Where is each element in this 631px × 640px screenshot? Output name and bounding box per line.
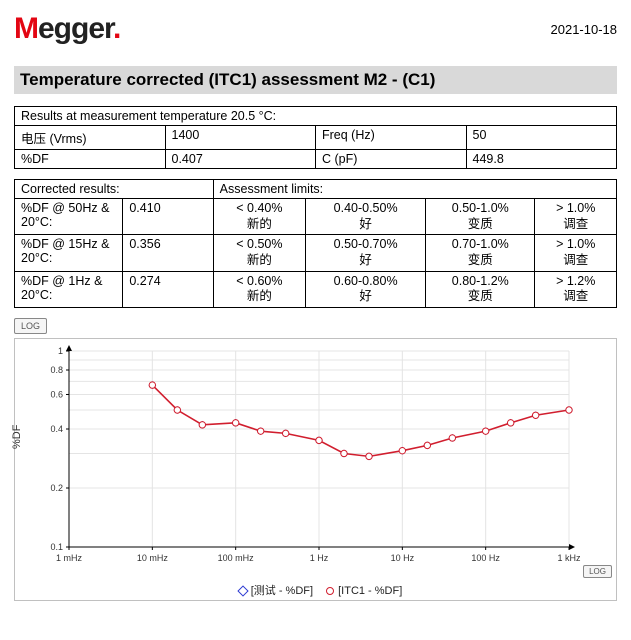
brand-logo: Megger. [14, 12, 120, 46]
cell: 0.80-1.2%变质 [426, 271, 535, 307]
cell: > 1.0%调查 [535, 199, 617, 235]
cell: < 0.40%新的 [213, 199, 305, 235]
cell: %DF @ 1Hz & 20°C: [15, 271, 123, 307]
svg-text:100 mHz: 100 mHz [218, 553, 255, 563]
section-title: Temperature corrected (ITC1) assessment … [14, 66, 617, 94]
svg-text:100 Hz: 100 Hz [471, 553, 500, 563]
cell: > 1.0%调查 [535, 235, 617, 271]
table-row: %DF @ 1Hz & 20°C:0.274< 0.60%新的0.60-0.80… [15, 271, 617, 307]
results-table: Results at measurement temperature 20.5 … [14, 106, 617, 169]
cell: < 0.60%新的 [213, 271, 305, 307]
legend-marker-circle-icon [326, 587, 334, 595]
svg-text:10 Hz: 10 Hz [391, 553, 415, 563]
chart-legend: [测试 - %DF] [ITC1 - %DF] [21, 578, 610, 598]
svg-text:0.6: 0.6 [50, 389, 63, 399]
cell: %DF [15, 150, 166, 169]
chart-block: LOG %DF 0.1 0.2 0.4 0.6 0.8 1 1 mHz 10 mHz 100 m… [14, 318, 617, 601]
svg-text:1 mHz: 1 mHz [56, 553, 83, 563]
cell: 0.410 [123, 199, 213, 235]
logo-rest: egger [38, 12, 113, 45]
table-row: %DF @ 15Hz & 20°C:0.356< 0.50%新的0.50-0.7… [15, 235, 617, 271]
log-toggle-y[interactable]: LOG [14, 318, 47, 334]
cell: 0.60-0.80%好 [306, 271, 426, 307]
y-axis-label: %DF [11, 425, 23, 449]
svg-text:0.1: 0.1 [50, 542, 63, 552]
cell: > 1.2%调查 [535, 271, 617, 307]
svg-text:0.8: 0.8 [50, 365, 63, 375]
cell: < 0.50%新的 [213, 235, 305, 271]
report-date: 2021-10-18 [551, 12, 618, 37]
cell: 449.8 [466, 150, 617, 169]
cell: 0.50-0.70%好 [306, 235, 426, 271]
cell: %DF @ 50Hz & 20°C: [15, 199, 123, 235]
table-row: 电压 (Vrms) 1400 Freq (Hz) 50 [15, 126, 617, 150]
cell: 0.50-1.0%变质 [426, 199, 535, 235]
legend-label: [测试 - %DF] [251, 585, 313, 597]
logo-dot: . [113, 12, 120, 45]
assessment-head: Assessment limits: [213, 180, 616, 199]
table-row: %DF 0.407 C (pF) 449.8 [15, 150, 617, 169]
legend-marker-diamond-icon [237, 585, 248, 596]
cell: 0.407 [165, 150, 316, 169]
table-row: %DF @ 50Hz & 20°C:0.410< 0.40%新的0.40-0.5… [15, 199, 617, 235]
cell: 50 [466, 126, 617, 150]
logo-letter-m: M [14, 12, 38, 45]
cell: 0.70-1.0%变质 [426, 235, 535, 271]
svg-text:1 kHz: 1 kHz [557, 553, 581, 563]
results-caption: Results at measurement temperature 20.5 … [15, 107, 617, 126]
cell: %DF @ 15Hz & 20°C: [15, 235, 123, 271]
log-toggle-x[interactable]: LOG [583, 565, 612, 578]
cell: 0.40-0.50%好 [306, 199, 426, 235]
svg-text:10 mHz: 10 mHz [137, 553, 169, 563]
svg-text:1 Hz: 1 Hz [310, 553, 329, 563]
cell: 电压 (Vrms) [15, 126, 166, 150]
cell: 0.356 [123, 235, 213, 271]
svg-text:0.4: 0.4 [50, 424, 63, 434]
cell: Freq (Hz) [316, 126, 467, 150]
cell: 1400 [165, 126, 316, 150]
table-row: Corrected results: Assessment limits: [15, 180, 617, 199]
df-line-chart: 0.1 0.2 0.4 0.6 0.8 1 1 mHz 10 mHz 100 mHz 1 Hz 10… [21, 345, 581, 575]
chart-frame: %DF 0.1 0.2 0.4 0.6 0.8 1 1 mHz 10 mHz 100 mHz 1 … [14, 338, 617, 601]
corrected-head: Corrected results: [15, 180, 214, 199]
svg-text:0.2: 0.2 [50, 483, 63, 493]
report-header: Megger. 2021-10-18 [14, 12, 617, 46]
legend-label: [ITC1 - %DF] [338, 585, 402, 597]
svg-text:1: 1 [58, 346, 63, 356]
cell: 0.274 [123, 271, 213, 307]
corrected-table: Corrected results: Assessment limits: %D… [14, 179, 617, 308]
cell: C (pF) [316, 150, 467, 169]
